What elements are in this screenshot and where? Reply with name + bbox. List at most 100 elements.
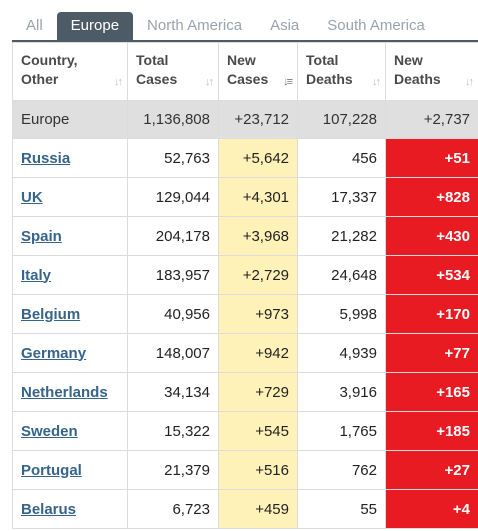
total-cases-cell: 204,178 [127, 216, 219, 256]
new-deaths-cell: +430 [385, 216, 478, 256]
total-cases-cell: 40,956 [127, 294, 219, 334]
total-deaths-cell: 24,648 [297, 255, 386, 295]
new-cases-cell: +459 [218, 489, 298, 529]
new-cases-cell: +545 [218, 411, 298, 451]
country-cell: Russia [12, 138, 128, 178]
new-cases-cell: +23,712 [218, 100, 298, 139]
country-cell: Sweden [12, 411, 128, 451]
table-row: Sweden 15,322 +545 1,765 +185 [12, 411, 478, 451]
header-label-line-1: New [394, 52, 423, 68]
column-header-total-deaths[interactable]: Total Deaths ↓↑ [297, 42, 386, 101]
country-link[interactable]: UK [21, 188, 43, 206]
new-cases-cell: +973 [218, 294, 298, 334]
header-label-line-2: Cases [136, 71, 178, 87]
sort-icon[interactable]: ↓↑ [114, 76, 123, 88]
new-deaths-cell: +534 [385, 255, 478, 295]
table-row: Germany 148,007 +942 4,939 +77 [12, 333, 478, 373]
total-deaths-cell: 4,939 [297, 333, 386, 373]
new-cases-cell: +942 [218, 333, 298, 373]
new-deaths-cell: +27 [385, 450, 478, 490]
new-deaths-cell: +165 [385, 372, 478, 412]
header-label-line-2: Deaths [306, 71, 353, 87]
total-region-name: Europe [12, 100, 128, 139]
country-link[interactable]: Sweden [21, 422, 78, 440]
header-label-line-1: Total [136, 52, 169, 68]
sort-icon[interactable]: ↓↑ [465, 76, 474, 88]
country-rows: Russia 52,763 +5,642 456 +51 UK 129,044 +4,301 1… [12, 138, 478, 529]
header-label-line-2: Other [21, 71, 59, 87]
column-header-total-cases[interactable]: Total Cases ↓↑ [127, 42, 219, 101]
table-row: Spain 204,178 +3,968 21,282 +430 [12, 216, 478, 256]
new-cases-cell: +2,729 [218, 255, 298, 295]
total-cases-cell: 52,763 [127, 138, 219, 178]
country-link[interactable]: Netherlands [21, 383, 108, 401]
new-cases-cell: +516 [218, 450, 298, 490]
total-deaths-cell: 3,916 [297, 372, 386, 412]
total-deaths-cell: 55 [297, 489, 386, 529]
new-cases-cell: +5,642 [218, 138, 298, 178]
country-link[interactable]: Italy [21, 266, 52, 284]
header-label-line-1: New [227, 52, 256, 68]
country-link[interactable]: Belgium [21, 305, 81, 323]
tab-europe[interactable]: Europe [56, 12, 134, 40]
country-cell: UK [12, 177, 128, 217]
new-deaths-cell: +51 [385, 138, 478, 178]
total-cases-cell: 6,723 [127, 489, 219, 529]
region-tabs: All Europe North America Asia South Amer… [0, 0, 478, 40]
country-cell: Belarus [12, 489, 128, 529]
header-label-line-1: Total [306, 52, 339, 68]
table-row: Netherlands 34,134 +729 3,916 +165 [12, 372, 478, 412]
table-row: Belarus 6,723 +459 55 +4 [12, 489, 478, 529]
country-cell: Germany [12, 333, 128, 373]
total-deaths-cell: 762 [297, 450, 386, 490]
header-label-line-2: Deaths [394, 71, 441, 87]
column-header-new-cases[interactable]: New Cases ↓≡ [218, 42, 298, 101]
sort-icon[interactable]: ↓↑ [372, 76, 381, 88]
country-cell: Belgium [12, 294, 128, 334]
total-deaths-cell: 21,282 [297, 216, 386, 256]
covid-table: Country, Other ↓↑ Total Cases ↓↑ New Cas… [12, 42, 478, 529]
new-deaths-cell: +2,737 [385, 100, 478, 139]
total-cases-cell: 129,044 [127, 177, 219, 217]
total-deaths-cell: 5,998 [297, 294, 386, 334]
table-row: Italy 183,957 +2,729 24,648 +534 [12, 255, 478, 295]
new-cases-cell: +4,301 [218, 177, 298, 217]
tabs-underline [12, 40, 478, 42]
tab-south-america[interactable]: South America [327, 17, 425, 34]
new-deaths-cell: +170 [385, 294, 478, 334]
country-cell: Portugal [12, 450, 128, 490]
table-row: UK 129,044 +4,301 17,337 +828 [12, 177, 478, 217]
table-row: Belgium 40,956 +973 5,998 +170 [12, 294, 478, 334]
total-cases-cell: 15,322 [127, 411, 219, 451]
country-cell: Netherlands [12, 372, 128, 412]
table-header-row: Country, Other ↓↑ Total Cases ↓↑ New Cas… [12, 42, 478, 101]
new-deaths-cell: +77 [385, 333, 478, 373]
sort-icon[interactable]: ↓↑ [205, 76, 214, 88]
tab-all[interactable]: All [26, 17, 43, 34]
column-header-new-deaths[interactable]: New Deaths ↓↑ [385, 42, 478, 101]
total-cases-cell: 183,957 [127, 255, 219, 295]
new-cases-cell: +729 [218, 372, 298, 412]
country-link[interactable]: Russia [21, 149, 71, 167]
column-header-country[interactable]: Country, Other ↓↑ [12, 42, 128, 101]
country-cell: Italy [12, 255, 128, 295]
total-cases-cell: 1,136,808 [127, 100, 219, 139]
new-deaths-cell: +828 [385, 177, 478, 217]
total-deaths-cell: 1,765 [297, 411, 386, 451]
tab-asia[interactable]: Asia [270, 17, 300, 34]
total-cases-cell: 34,134 [127, 372, 219, 412]
header-label-line-2: Cases [227, 71, 269, 87]
table-row: Russia 52,763 +5,642 456 +51 [12, 138, 478, 178]
new-deaths-cell: +185 [385, 411, 478, 451]
total-row: Europe 1,136,808 +23,712 107,228 +2,737 [12, 100, 478, 139]
country-link[interactable]: Portugal [21, 461, 82, 479]
sort-descending-icon[interactable]: ↓≡ [283, 76, 293, 88]
total-cases-cell: 148,007 [127, 333, 219, 373]
country-cell: Spain [12, 216, 128, 256]
tab-north-america[interactable]: North America [147, 17, 243, 34]
total-deaths-cell: 17,337 [297, 177, 386, 217]
country-link[interactable]: Spain [21, 227, 62, 245]
country-link[interactable]: Germany [21, 344, 87, 362]
new-cases-cell: +3,968 [218, 216, 298, 256]
country-link[interactable]: Belarus [21, 500, 77, 518]
